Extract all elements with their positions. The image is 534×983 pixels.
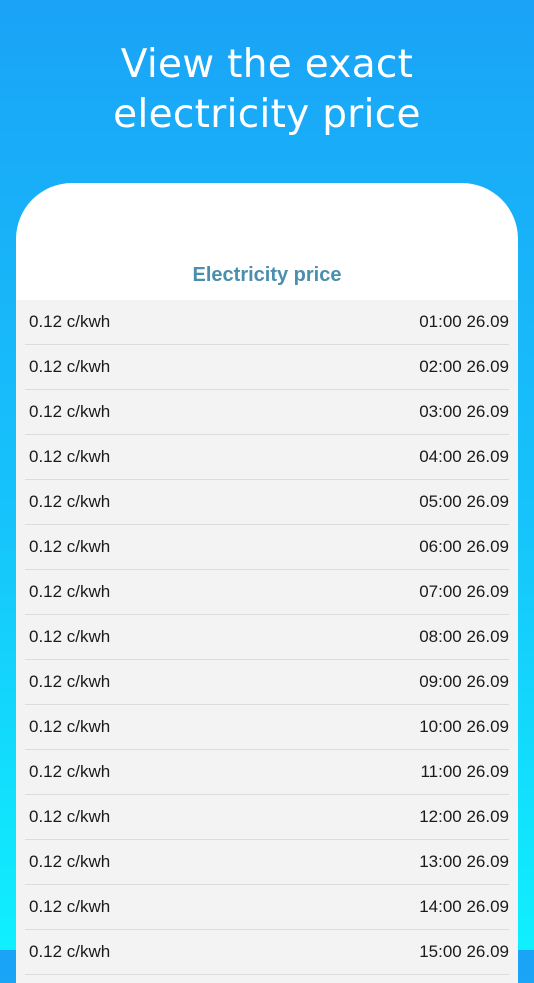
price-value: 0.12 c/kwh — [29, 447, 111, 466]
time-value: 13:00 26.09 — [419, 852, 509, 871]
time-value: 02:00 26.09 — [419, 357, 509, 376]
time-value: 03:00 26.09 — [419, 402, 509, 421]
time-value: 05:00 26.09 — [419, 492, 509, 511]
phone-screen-card: Electricity price 0.12 c/kwh 01:00 26.09… — [16, 183, 518, 983]
list-item[interactable]: 0.12 c/kwh 04:00 26.09 — [25, 435, 509, 480]
list-item[interactable]: 0.12 c/kwh 03:00 26.09 — [25, 390, 509, 435]
time-value: 10:00 26.09 — [419, 717, 509, 736]
screen-title: Electricity price — [192, 264, 342, 286]
price-value: 0.12 c/kwh — [29, 897, 111, 916]
list-item[interactable]: 0.12 c/kwh 10:00 26.09 — [25, 705, 509, 750]
list-item[interactable]: 0.12 c/kwh 11:00 26.09 — [25, 750, 509, 795]
list-item[interactable]: 0.12 c/kwh 12:00 26.09 — [25, 795, 509, 840]
time-value: 14:00 26.09 — [419, 897, 509, 916]
price-value: 0.12 c/kwh — [29, 672, 111, 691]
time-value: 08:00 26.09 — [419, 627, 509, 646]
list-item[interactable]: 0.12 c/kwh 14:00 26.09 — [25, 885, 509, 930]
time-value: 04:00 26.09 — [419, 447, 509, 466]
time-value: 01:00 26.09 — [419, 312, 509, 331]
price-value: 0.12 c/kwh — [29, 402, 111, 421]
price-value: 0.12 c/kwh — [29, 537, 111, 556]
time-value: 15:00 26.09 — [419, 942, 509, 961]
price-list: 0.12 c/kwh 01:00 26.09 0.12 c/kwh 02:00 … — [16, 300, 518, 983]
price-value: 0.12 c/kwh — [29, 807, 111, 826]
price-value: 0.12 c/kwh — [29, 582, 111, 601]
time-value: 06:00 26.09 — [419, 537, 509, 556]
price-value: 0.12 c/kwh — [29, 942, 111, 961]
time-value: 12:00 26.09 — [419, 807, 509, 826]
time-value: 09:00 26.09 — [419, 672, 509, 691]
list-item[interactable]: 0.12 c/kwh 09:00 26.09 — [25, 660, 509, 705]
price-value: 0.12 c/kwh — [29, 717, 111, 736]
list-item[interactable]: 0.12 c/kwh 05:00 26.09 — [25, 480, 509, 525]
list-item[interactable]: 0.12 c/kwh 01:00 26.09 — [25, 300, 509, 345]
promo-headline: View the exact electricity price — [113, 42, 421, 137]
list-item[interactable]: 0.12 c/kwh 13:00 26.09 — [25, 840, 509, 885]
list-item[interactable]: 0.12 c/kwh 07:00 26.09 — [25, 570, 509, 615]
list-item[interactable]: 0.12 c/kwh 15:00 26.09 — [25, 930, 509, 975]
list-item[interactable]: 0.12 c/kwh 08:00 26.09 — [25, 615, 509, 660]
price-value: 0.12 c/kwh — [29, 627, 111, 646]
price-value: 0.12 c/kwh — [29, 312, 111, 331]
list-item[interactable]: 0.12 c/kwh 02:00 26.09 — [25, 345, 509, 390]
price-value: 0.12 c/kwh — [29, 357, 111, 376]
time-value: 11:00 26.09 — [420, 762, 509, 781]
list-item[interactable]: 0.12 c/kwh 06:00 26.09 — [25, 525, 509, 570]
price-value: 0.12 c/kwh — [29, 492, 111, 511]
price-value: 0.12 c/kwh — [29, 762, 111, 781]
price-value: 0.12 c/kwh — [29, 852, 111, 871]
time-value: 07:00 26.09 — [419, 582, 509, 601]
